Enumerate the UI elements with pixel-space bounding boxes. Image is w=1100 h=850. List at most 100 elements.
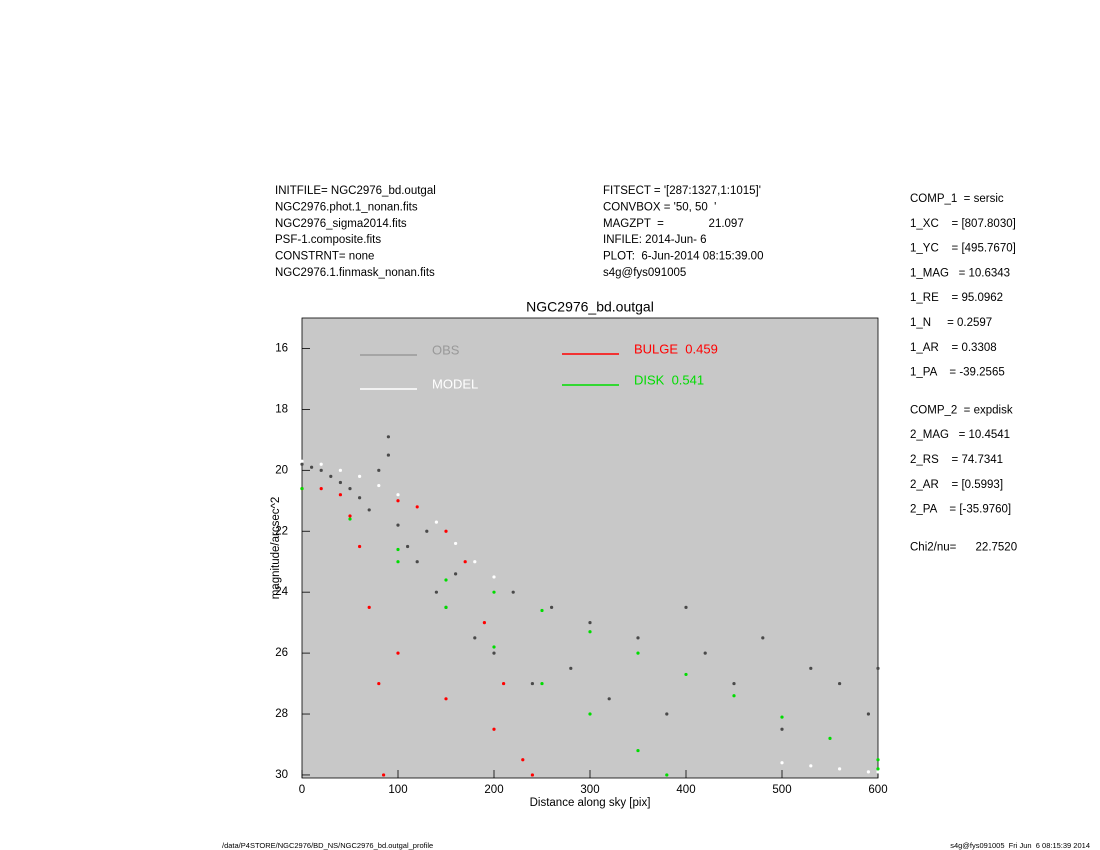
data-point <box>377 681 381 686</box>
data-point <box>386 435 390 439</box>
data-point <box>358 496 362 500</box>
data-point <box>588 621 592 625</box>
data-point <box>569 666 573 670</box>
data-point <box>473 560 477 564</box>
y-tick-label: 30 <box>275 769 288 781</box>
data-point <box>348 514 352 518</box>
data-point <box>684 672 688 677</box>
data-point <box>761 636 765 640</box>
header-line: INITFILE= NGC2976_bd.outgal <box>275 185 436 197</box>
fit-parameter: 2_PA = [-35.9760] <box>910 504 1011 516</box>
chart-title: NGC2976_bd.outgal <box>526 299 654 315</box>
data-point <box>780 727 784 731</box>
data-point <box>382 773 386 777</box>
data-point <box>636 636 640 640</box>
legend-label: MODEL <box>432 376 478 391</box>
data-point <box>377 468 381 472</box>
data-point <box>415 505 419 509</box>
data-point <box>492 590 496 594</box>
footer-path: /data/P4STORE/NGC2976/BD_NS/NGC2976_bd.o… <box>222 841 433 850</box>
data-point <box>319 462 323 466</box>
data-point <box>876 758 880 762</box>
data-point <box>338 493 342 497</box>
x-axis-label: Distance along sky [pix] <box>530 797 651 809</box>
data-point <box>550 605 554 610</box>
data-point <box>732 694 736 698</box>
data-point <box>463 560 467 564</box>
header-line: FITSECT = '[287:1327,1:1015]' <box>603 185 761 197</box>
header-line: CONSTRNT= none <box>275 251 374 263</box>
y-tick-label: 20 <box>275 464 288 476</box>
fit-parameter: 2_RS = 74.7341 <box>910 454 1003 466</box>
data-point <box>454 541 458 546</box>
data-point <box>703 651 707 655</box>
data-point <box>492 727 496 731</box>
data-point <box>876 666 880 670</box>
x-tick-label: 200 <box>484 784 503 796</box>
data-point <box>732 681 736 686</box>
x-tick-label: 600 <box>868 784 887 796</box>
fit-parameter: 1_YC = [495.7670] <box>910 243 1016 255</box>
data-point <box>444 605 448 610</box>
legend-label: BULGE 0.459 <box>634 341 718 356</box>
fit-parameter: 1_AR = 0.3308 <box>910 342 997 354</box>
data-point <box>396 560 400 564</box>
data-point <box>396 547 400 552</box>
data-point <box>530 773 535 777</box>
data-point <box>444 529 448 533</box>
header-line: NGC2976.1.finmask_nonan.fits <box>275 267 435 279</box>
fit-parameter: COMP_2 = expdisk <box>910 404 1013 416</box>
fit-parameter: 2_AR = [0.5993] <box>910 479 1003 491</box>
data-point <box>607 697 611 701</box>
data-point <box>367 605 371 610</box>
header-line: NGC2976_sigma2014.fits <box>275 218 407 230</box>
data-point <box>502 681 506 686</box>
fit-parameter: 1_XC = [807.8030] <box>910 218 1016 230</box>
y-tick-label: 28 <box>275 708 288 720</box>
footer-stamp: s4g@fys091005 Fri Jun 6 08:15:39 2014 <box>950 841 1090 850</box>
data-point <box>434 590 438 594</box>
data-point <box>396 651 400 655</box>
data-point <box>329 474 333 479</box>
header-line: PLOT: 6-Jun-2014 08:15:39.00 <box>603 251 763 263</box>
x-tick-label: 300 <box>580 784 599 796</box>
y-tick-label: 16 <box>275 342 288 354</box>
fit-parameter: Chi2/nu= 22.7520 <box>910 541 1017 553</box>
data-point <box>348 517 352 521</box>
data-point <box>300 462 304 466</box>
data-point <box>809 764 813 768</box>
data-point <box>684 605 688 610</box>
data-point <box>665 712 669 716</box>
x-tick-label: 0 <box>299 784 305 796</box>
header-line: PSF-1.composite.fits <box>275 234 381 246</box>
data-point <box>338 480 342 485</box>
data-point <box>396 499 400 503</box>
data-point <box>406 544 410 549</box>
data-point <box>780 715 784 719</box>
fit-parameter: 1_MAG = 10.6343 <box>910 267 1010 279</box>
data-point <box>425 529 429 533</box>
header-line: s4g@fys091005 <box>603 267 686 279</box>
data-point <box>511 590 515 594</box>
data-point <box>492 575 496 579</box>
data-point <box>338 468 342 472</box>
data-point <box>415 560 419 564</box>
y-tick-label: 26 <box>275 647 288 659</box>
data-point <box>444 578 448 582</box>
data-point <box>473 636 477 640</box>
data-point <box>492 651 496 655</box>
data-point <box>866 770 871 774</box>
data-point <box>492 645 496 649</box>
x-tick-label: 100 <box>388 784 407 796</box>
data-point <box>300 459 304 463</box>
fit-parameter: 2_MAG = 10.4541 <box>910 429 1010 441</box>
data-point <box>809 666 813 670</box>
header-line: NGC2976.phot.1_nonan.fits <box>275 201 418 213</box>
data-point <box>866 712 871 716</box>
header-line: INFILE: 2014-Jun- 6 <box>603 234 707 246</box>
data-point <box>319 468 323 472</box>
data-point <box>876 770 880 774</box>
plot-area <box>301 317 879 779</box>
data-point <box>780 761 784 765</box>
